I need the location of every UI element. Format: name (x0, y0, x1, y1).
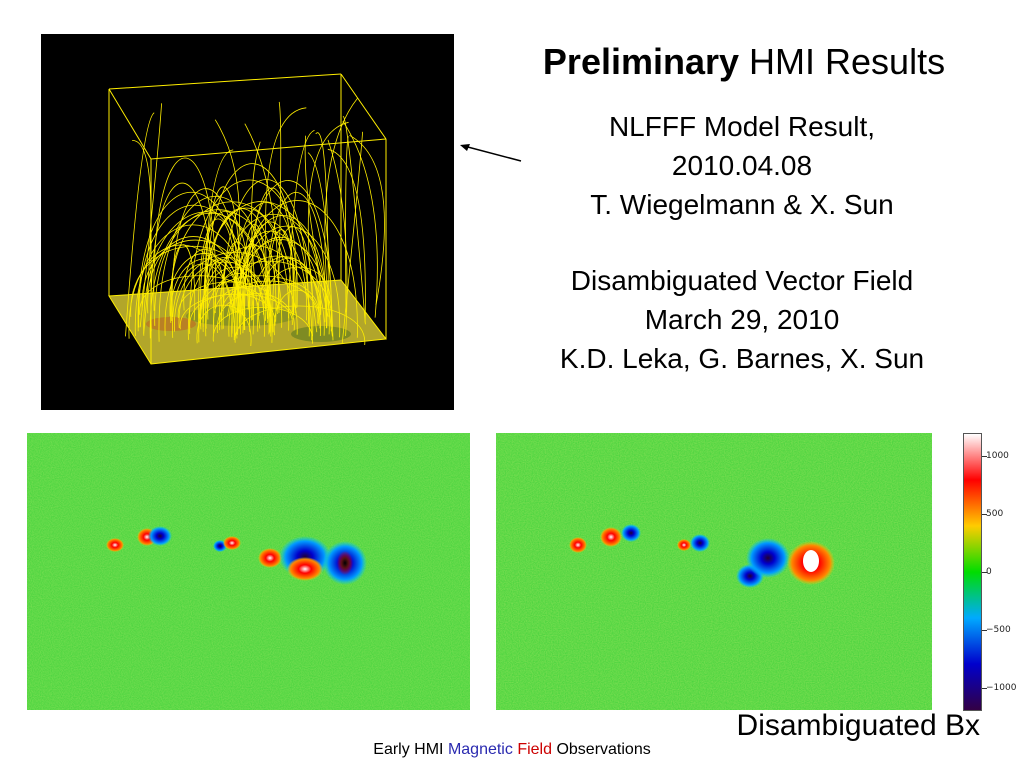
map-caption: Disambiguated Bx (736, 709, 980, 742)
colorbar-tick-mark (982, 688, 987, 689)
field-line (183, 248, 225, 311)
field-line (170, 244, 196, 322)
colorbar-tick-mark (982, 572, 987, 573)
colorbar-tick-mark (982, 630, 987, 631)
field-line (242, 223, 267, 326)
field-line (236, 200, 358, 339)
colorbar (963, 433, 982, 711)
vector-line-1: Disambiguated Vector Field (570, 265, 914, 296)
map-right-svg (496, 433, 932, 710)
field-line (213, 287, 269, 328)
nlfff-line-1: NLFFF Model Result, (608, 111, 876, 142)
field-line (251, 256, 320, 325)
field-line (257, 258, 321, 332)
open-field-line (214, 119, 240, 317)
nlfff-text-block: NLFFF Model Result, 2010.04.08 T. Wiegel… (500, 107, 984, 224)
open-field-line (244, 123, 280, 313)
open-field-line (327, 148, 366, 323)
field-line (203, 201, 322, 315)
cube-wireframe (108, 73, 387, 364)
footer-part-5: Observations (552, 741, 651, 758)
footer-field: Field (517, 741, 552, 758)
slide-title-rest: HMI Results (739, 41, 946, 82)
field-line (143, 211, 270, 336)
nlfff-field-line-image (41, 34, 454, 410)
field-line (177, 281, 279, 318)
field-line (189, 179, 310, 337)
vector-field-text-block: Disambiguated Vector Field March 29, 201… (500, 261, 984, 378)
open-field-line (202, 149, 234, 323)
vector-line-2: March 29, 2010 (644, 304, 840, 335)
slide-footer: Early HMI Magnetic Field Observations (0, 740, 1024, 760)
footer-part-1: Early HMI (373, 741, 448, 758)
vector-line-3: K.D. Leka, G. Barnes, X. Sun (559, 343, 925, 374)
open-field-line (349, 134, 385, 306)
open-field-line (265, 107, 307, 318)
open-field-line (139, 103, 162, 328)
field-line (199, 211, 251, 327)
open-field-line (277, 101, 282, 308)
open-field-line (251, 141, 261, 329)
open-field-line (307, 121, 349, 333)
field-line (147, 236, 240, 314)
open-field-line (342, 115, 366, 325)
colorbar-tick-label: 1000 (986, 451, 1009, 461)
slide-title-bold: Preliminary (542, 41, 740, 82)
slide-title: Preliminary HMI Results (480, 40, 1008, 84)
open-field-line (342, 120, 378, 318)
field-line (154, 209, 283, 328)
field-line (153, 157, 217, 311)
open-field-line (307, 152, 334, 341)
field-line (158, 196, 273, 343)
open-field-line (327, 139, 348, 337)
field-line (189, 293, 276, 329)
colorbar-tick-mark (982, 456, 987, 457)
disambiguated-map-right (496, 433, 932, 710)
field-line (207, 208, 277, 322)
footer-magnetic: Magnetic (447, 741, 513, 758)
colorbar-tick-label: −1000 (986, 683, 1017, 693)
field-line (234, 305, 366, 346)
field-line-cube-svg (108, 73, 387, 365)
colorbar-tick-label: 500 (986, 509, 1004, 519)
disambiguated-map-left (27, 433, 470, 710)
colorbar-tick-label: 0 (986, 567, 992, 577)
open-field-line (288, 129, 315, 319)
pointer-arrow (460, 144, 522, 162)
colorbar-tick-label: −500 (986, 625, 1011, 635)
field-line (169, 201, 293, 317)
field-line (206, 163, 298, 310)
open-field-line (345, 136, 349, 312)
field-line (134, 224, 250, 337)
field-lines (125, 97, 385, 347)
open-field-line (132, 140, 152, 334)
nlfff-line-3: T. Wiegelmann & X. Sun (590, 189, 894, 220)
field-line (171, 188, 239, 318)
field-line (198, 218, 239, 335)
map-left-svg (27, 433, 470, 710)
field-line (266, 192, 326, 323)
open-field-line (125, 112, 155, 337)
field-line (235, 243, 272, 317)
open-field-line (315, 132, 329, 305)
colorbar-tick-mark (982, 514, 987, 515)
open-field-line (324, 97, 359, 337)
nlfff-line-2: 2010.04.08 (671, 150, 813, 181)
field-line (241, 236, 321, 320)
open-field-line (304, 135, 329, 317)
open-field-line (341, 131, 363, 344)
